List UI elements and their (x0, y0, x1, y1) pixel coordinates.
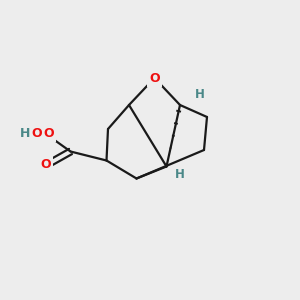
Text: H: H (20, 127, 30, 140)
Text: H: H (195, 88, 205, 101)
Text: H: H (175, 167, 185, 181)
Text: O: O (40, 158, 51, 172)
Text: O: O (149, 71, 160, 85)
Text: O: O (31, 127, 41, 140)
Text: O: O (43, 127, 54, 140)
